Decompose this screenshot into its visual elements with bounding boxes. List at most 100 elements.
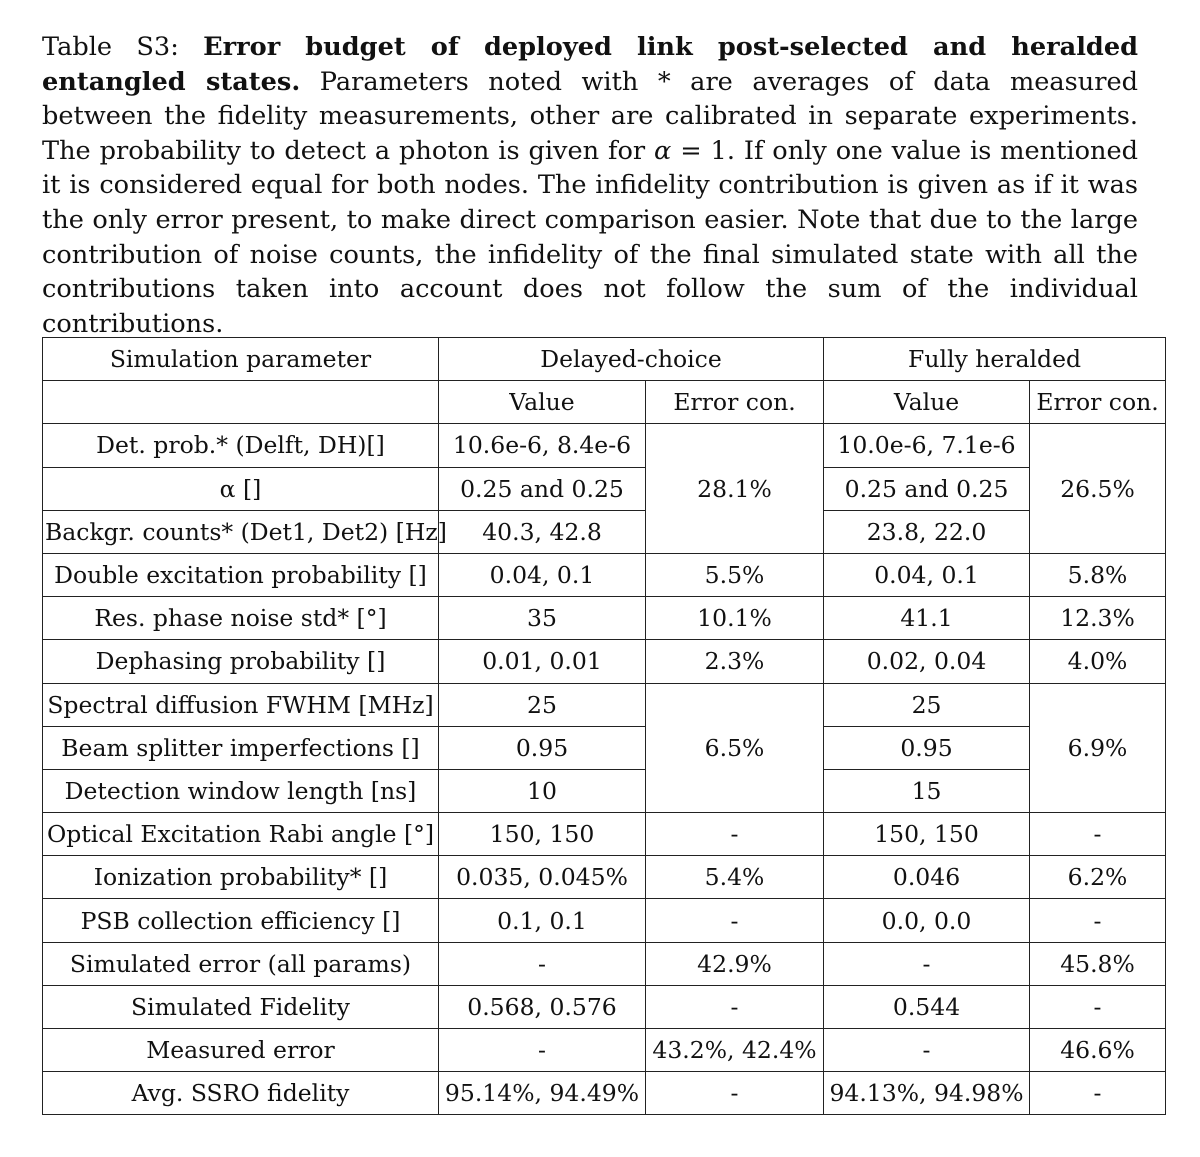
param-cell: Backgr. counts* (Det1, Det2) [Hz]	[42, 509, 447, 554]
table-row: Ionization probability* [] 0.035, 0.045%…	[42, 855, 1167, 900]
dc-error-cell: -	[644, 898, 825, 943]
subheader-dc-value: Value	[438, 380, 646, 425]
fh-value-cell: -	[823, 941, 1031, 986]
subheader-dc-error: Error con.	[644, 380, 825, 425]
table-row: Detection window length [ns] 10 15	[42, 768, 1166, 814]
dc-value-cell: -	[438, 1027, 646, 1073]
fh-value-cell: 10.0e-6, 7.1e-6	[823, 423, 1031, 468]
fh-value-cell: 0.02, 0.04	[823, 639, 1031, 684]
dc-value-cell: 150, 150	[438, 812, 646, 857]
fh-error-cell: -	[1029, 898, 1167, 943]
dc-value-cell: 0.04, 0.1	[438, 552, 646, 598]
param-cell: Det. prob.* (Delft, DH)[]	[42, 423, 439, 468]
table-row: Double excitation probability [] 0.04, 0…	[42, 552, 1167, 598]
dc-error-cell: -	[644, 812, 825, 857]
dc-value-cell: 10.6e-6, 8.4e-6	[438, 423, 646, 468]
fh-value-cell: 0.544	[823, 984, 1031, 1030]
param-cell: Simulated Fidelity	[42, 984, 439, 1030]
fh-error-cell: 46.6%	[1029, 1027, 1167, 1073]
table-body: Simulation parameter Delayed-choice Full…	[42, 336, 1167, 1116]
dc-value-cell: 25	[438, 682, 646, 727]
caption-label: Table S3:	[42, 32, 179, 62]
fh-value-cell: 0.95	[823, 725, 1031, 770]
table-row: Beam splitter imperfections [] 0.95 0.95	[42, 725, 1166, 770]
caption-title: Error budget of deployed link post-selec…	[42, 32, 1138, 97]
table-header-row: Simulation parameter Delayed-choice Full…	[42, 336, 1167, 382]
header-delayed-choice: Delayed-choice	[437, 336, 825, 382]
param-cell: Beam splitter imperfections []	[42, 725, 439, 770]
table-row: Simulated Fidelity 0.568, 0.576 - 0.544 …	[42, 984, 1167, 1030]
param-cell: Measured error	[42, 1027, 439, 1073]
table-subheader-row: Value Error con. Value Error con.	[42, 380, 1167, 425]
fh-value-cell: 94.13%, 94.98%	[823, 1071, 1031, 1116]
subheader-empty	[42, 380, 439, 425]
fh-value-cell: 0.25 and 0.25	[823, 466, 1031, 511]
table-row: Det. prob.* (Delft, DH)[] 10.6e-6, 8.4e-…	[42, 423, 1167, 554]
table-row: Dephasing probability [] 0.01, 0.01 2.3%…	[42, 639, 1167, 684]
dc-error-cell: 2.3%	[644, 639, 825, 684]
param-cell: Double excitation probability []	[42, 552, 439, 598]
dc-error-cell: 43.2%, 42.4%	[644, 1027, 825, 1073]
param-cell: Avg. SSRO fidelity	[42, 1071, 439, 1116]
table-row: Backgr. counts* (Det1, Det2) [Hz] 40.3, …	[42, 509, 1166, 554]
fh-error-merged-cell: 26.5%	[1029, 423, 1167, 554]
fh-error-cell: 4.0%	[1029, 639, 1167, 684]
dc-error-merged-cell: 6.5%	[644, 682, 825, 814]
fh-error-cell: -	[1029, 1071, 1167, 1116]
param-cell: Simulated error (all params)	[42, 941, 439, 986]
dc-value-cell: 10	[438, 768, 646, 814]
dc-value-cell: 0.25 and 0.25	[438, 466, 646, 511]
dc-value-cell: 40.3, 42.8	[438, 509, 646, 554]
param-cell: PSB collection efficiency []	[42, 898, 439, 943]
dc-error-cell: -	[644, 1071, 825, 1116]
fh-error-cell: 6.2%	[1029, 855, 1167, 900]
caption-text-a: Parameters noted with * are averages of …	[42, 66, 1138, 166]
dc-error-cell: 5.4%	[644, 855, 825, 900]
fh-value-cell: 25	[823, 682, 1031, 727]
fh-value-cell: 41.1	[823, 596, 1031, 641]
dc-error-cell: -	[644, 984, 825, 1030]
dc-error-cell: 42.9%	[644, 941, 825, 986]
fh-error-cell: 12.3%	[1029, 596, 1167, 641]
caption-text-b: = 1. If only one value is mentioned it i…	[42, 135, 1139, 339]
dc-value-cell: 0.1, 0.1	[438, 898, 646, 943]
subheader-fh-value: Value	[823, 380, 1031, 425]
fh-error-cell: -	[1029, 812, 1167, 857]
subheader-fh-error: Error con.	[1029, 380, 1167, 425]
param-cell: α []	[42, 466, 439, 511]
fh-value-cell: -	[823, 1027, 1031, 1073]
table-row: PSB collection efficiency [] 0.1, 0.1 - …	[42, 898, 1167, 943]
fh-error-cell: -	[1029, 984, 1167, 1030]
table-row: Avg. SSRO fidelity 95.14%, 94.49% - 94.1…	[42, 1071, 1167, 1116]
param-cell: Optical Excitation Rabi angle [°]	[42, 812, 439, 857]
param-cell: Detection window length [ns]	[42, 768, 439, 814]
dc-value-cell: -	[438, 941, 646, 986]
fh-value-cell: 0.0, 0.0	[823, 898, 1031, 943]
dc-value-cell: 0.95	[438, 725, 646, 770]
fh-value-cell: 0.04, 0.1	[823, 552, 1031, 598]
dc-value-cell: 35	[438, 596, 646, 641]
dc-error-merged-cell: 28.1%	[644, 423, 825, 554]
dc-value-cell: 0.035, 0.045%	[438, 855, 646, 900]
dc-value-cell: 0.01, 0.01	[438, 639, 646, 684]
fh-value-cell: 150, 150	[823, 812, 1031, 857]
fh-value-cell: 23.8, 22.0	[823, 509, 1031, 554]
fh-value-cell: 0.046	[823, 855, 1031, 900]
dc-value-cell: 95.14%, 94.49%	[438, 1071, 646, 1116]
dc-error-cell: 10.1%	[644, 596, 825, 641]
param-cell: Spectral diffusion FWHM [MHz]	[42, 682, 439, 727]
table-row: Optical Excitation Rabi angle [°] 150, 1…	[42, 812, 1167, 857]
header-simulation-parameter: Simulation parameter	[42, 336, 439, 382]
fh-value-cell: 15	[823, 768, 1031, 814]
dc-value-cell: 0.568, 0.576	[438, 984, 646, 1030]
param-cell: Dephasing probability []	[42, 639, 439, 684]
table-caption: Table S3: Error budget of deployed link …	[42, 30, 1138, 341]
table-row: Res. phase noise std* [°] 35 10.1% 41.1 …	[42, 596, 1167, 641]
table-row: Measured error - 43.2%, 42.4% - 46.6%	[42, 1027, 1167, 1073]
fh-error-cell: 45.8%	[1029, 941, 1167, 986]
param-cell: Ionization probability* []	[42, 855, 439, 900]
dc-error-cell: 5.5%	[644, 552, 825, 598]
error-budget-table: Simulation parameter Delayed-choice Full…	[42, 336, 1167, 1116]
header-fully-heralded: Fully heralded	[823, 336, 1167, 382]
table-row: Simulated error (all params) - 42.9% - 4…	[42, 941, 1167, 986]
